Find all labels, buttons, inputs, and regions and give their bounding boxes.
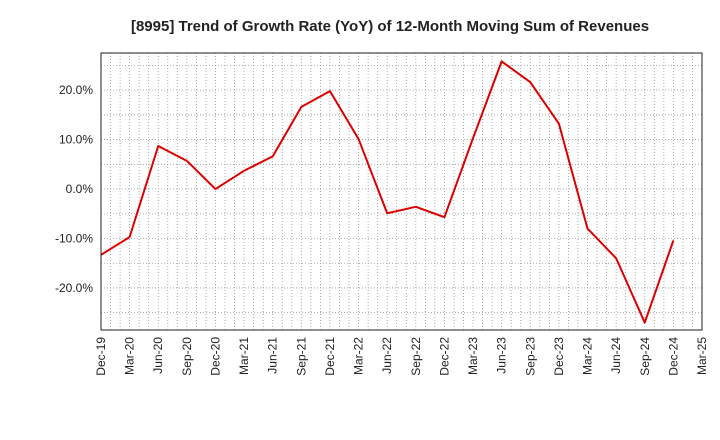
- horizontal-gridlines: [101, 64, 702, 314]
- x-tick-label: Sep-23: [523, 337, 537, 376]
- y-tick-label: 20.0%: [59, 83, 93, 97]
- y-tick-label: 10.0%: [59, 133, 93, 147]
- x-tick-label: Jun-21: [266, 337, 280, 374]
- x-tick-label: Mar-25: [695, 337, 709, 375]
- x-tick-label: Jun-24: [609, 337, 623, 374]
- x-tick-label: Dec-20: [208, 337, 222, 376]
- x-tick-label: Sep-21: [294, 337, 308, 376]
- y-tick-label: -10.0%: [55, 231, 93, 245]
- x-tick-label: Dec-19: [94, 337, 108, 376]
- x-tick-label: Sep-22: [409, 337, 423, 376]
- plot-border: [100, 52, 703, 331]
- chart-title: [8995] Trend of Growth Rate (YoY) of 12-…: [131, 18, 649, 35]
- y-tick-labels: 20.0% 10.0% 0.0% -10.0% -20.0%: [55, 83, 93, 295]
- x-tick-label: Sep-24: [638, 337, 652, 376]
- x-tick-label: Dec-22: [437, 337, 451, 376]
- y-tick-label: 0.0%: [66, 182, 94, 196]
- x-tick-label: Jun-22: [380, 337, 394, 374]
- series-line: [100, 60, 675, 324]
- x-tick-label: Dec-23: [552, 337, 566, 376]
- x-tick-label: Mar-24: [581, 337, 595, 375]
- x-tick-label: Mar-20: [123, 337, 137, 375]
- x-tick-labels: Dec-19 Mar-20 Jun-20 Sep-20 Dec-20 Mar-21 Jun-…: [94, 337, 709, 376]
- x-tick-label: Sep-20: [180, 337, 194, 376]
- x-tick-label: Dec-21: [323, 337, 337, 376]
- plot-area: [101, 53, 702, 330]
- x-tick-label: Jun-20: [151, 337, 165, 374]
- x-tick-label: Dec-24: [666, 337, 680, 376]
- x-tick-label: Jun-23: [495, 337, 509, 374]
- x-tick-label: Mar-22: [352, 337, 366, 375]
- y-tick-label: -20.0%: [55, 281, 93, 295]
- series-group: [100, 60, 675, 324]
- x-tick-label: Mar-21: [237, 337, 251, 375]
- x-tick-label: Mar-23: [466, 337, 480, 375]
